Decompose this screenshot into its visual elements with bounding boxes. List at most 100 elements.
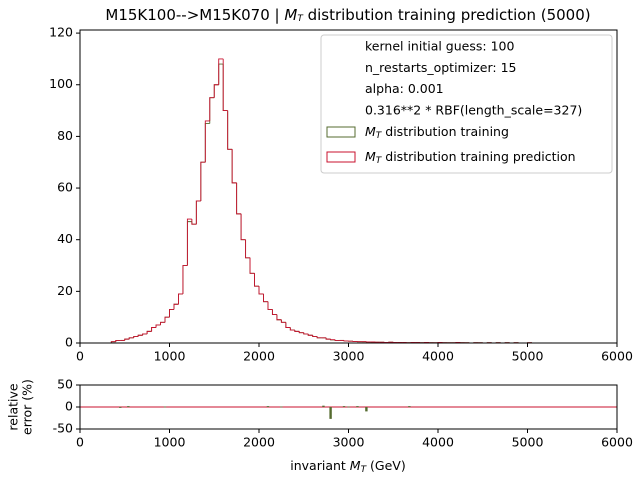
histogram-step xyxy=(191,219,197,225)
histogram-step xyxy=(164,316,170,323)
x-tick-label: 3000 xyxy=(333,349,365,364)
legend-text: alpha: 0.001 xyxy=(365,81,444,96)
histogram-step xyxy=(213,84,219,98)
x-tick-label: 2000 xyxy=(243,349,275,364)
plot-area xyxy=(106,58,537,344)
histogram-step xyxy=(294,330,300,332)
error-bar xyxy=(342,406,346,407)
x-tick-label: 6000 xyxy=(601,435,633,450)
histogram-step xyxy=(169,308,174,318)
histogram-step xyxy=(128,337,134,340)
histogram-step xyxy=(227,110,233,150)
histogram-step xyxy=(316,336,322,339)
error-bar xyxy=(356,406,359,407)
histogram-step xyxy=(151,327,157,332)
histogram-step xyxy=(330,339,336,341)
legend-swatch xyxy=(326,151,356,163)
histogram-step xyxy=(204,120,210,163)
error-bar xyxy=(408,406,411,407)
histogram-step xyxy=(178,293,183,305)
x-tick-label: 5000 xyxy=(512,349,544,364)
axes-frame xyxy=(79,29,618,344)
error-bar xyxy=(329,407,332,419)
histogram-step xyxy=(280,319,286,323)
histogram-step xyxy=(325,337,331,340)
error-bar xyxy=(119,407,122,408)
histogram-step xyxy=(276,314,282,321)
histogram-step xyxy=(285,322,291,328)
histogram-step xyxy=(312,335,318,337)
histogram-step xyxy=(236,182,242,215)
histogram-step xyxy=(240,213,246,241)
y-tick-label: 120 xyxy=(49,25,73,40)
histogram-step xyxy=(115,339,121,342)
error-bar xyxy=(322,405,325,407)
y-tick-label: 100 xyxy=(49,76,73,91)
histogram-step xyxy=(182,265,188,294)
histogram-step xyxy=(271,309,277,316)
y-tick-label: 60 xyxy=(57,180,73,195)
error-bar xyxy=(163,406,167,408)
x-tick-label: 1000 xyxy=(154,435,186,450)
histogram-step xyxy=(209,97,215,121)
legend-box xyxy=(320,34,613,174)
y-tick-label: 0 xyxy=(65,335,73,350)
y-tick-label: 0 xyxy=(65,399,73,414)
x-tick-label: 5000 xyxy=(512,435,544,450)
legend-text: 0.316**2 * RBF(length_scale=327) xyxy=(365,102,582,117)
y-tick-label: -50 xyxy=(53,421,73,436)
error-bar xyxy=(347,406,350,408)
histogram-step xyxy=(245,239,251,259)
error-bar xyxy=(127,406,130,407)
histogram-step xyxy=(195,200,201,225)
x-tick-label: 6000 xyxy=(601,349,633,364)
histogram-step xyxy=(263,293,268,303)
histogram-step xyxy=(249,257,255,274)
histogram-step xyxy=(343,340,349,342)
histogram-step xyxy=(142,333,148,336)
legend-text: n_restarts_optimizer: 15 xyxy=(365,60,516,75)
axes-frame xyxy=(79,384,618,430)
histogram-step xyxy=(231,149,237,184)
histogram-step xyxy=(124,338,130,341)
histogram-step xyxy=(133,336,139,338)
x-tick-label: 0 xyxy=(76,349,84,364)
histogram-step xyxy=(186,218,192,266)
y-tick-label: 40 xyxy=(57,231,73,246)
histogram-step xyxy=(334,339,340,341)
x-axis-label: invariant MT (GeV) xyxy=(290,458,405,475)
histogram-step xyxy=(303,332,309,335)
error-bar xyxy=(365,407,368,412)
legend-label: MT distribution training xyxy=(365,124,509,141)
histogram-step xyxy=(222,58,228,112)
histogram-step xyxy=(173,303,179,310)
y-tick-label: 80 xyxy=(57,128,73,143)
histogram-step xyxy=(146,330,152,334)
y-tick-label: 50 xyxy=(57,377,73,392)
chart-title: M15K100-->M15K070 | MT distribution trai… xyxy=(105,6,590,24)
histogram-step xyxy=(298,331,304,334)
x-tick-label: 1000 xyxy=(154,349,186,364)
x-tick-label: 0 xyxy=(76,435,84,450)
x-tick-label: 4000 xyxy=(422,349,454,364)
histogram-step xyxy=(200,161,206,201)
legend-label: MT distribution training prediction xyxy=(365,149,576,166)
error-bar xyxy=(280,406,283,408)
histogram-step xyxy=(155,324,161,328)
y-axis-label: error (%) xyxy=(20,379,35,435)
histogram-step xyxy=(137,334,143,337)
y-tick-label: 20 xyxy=(57,283,73,298)
histogram-step xyxy=(267,301,273,310)
histogram-step xyxy=(218,58,224,85)
histogram-step xyxy=(160,321,166,325)
y-axis-label: relative xyxy=(6,383,21,430)
histogram-step xyxy=(254,273,259,287)
x-tick-label: 4000 xyxy=(422,435,454,450)
histogram-step xyxy=(258,286,264,295)
histogram-step xyxy=(307,333,313,336)
error-bar xyxy=(266,406,270,407)
histogram-step xyxy=(289,327,295,331)
legend-text: kernel initial guess: 100 xyxy=(365,39,514,54)
legend-swatch xyxy=(326,126,356,138)
